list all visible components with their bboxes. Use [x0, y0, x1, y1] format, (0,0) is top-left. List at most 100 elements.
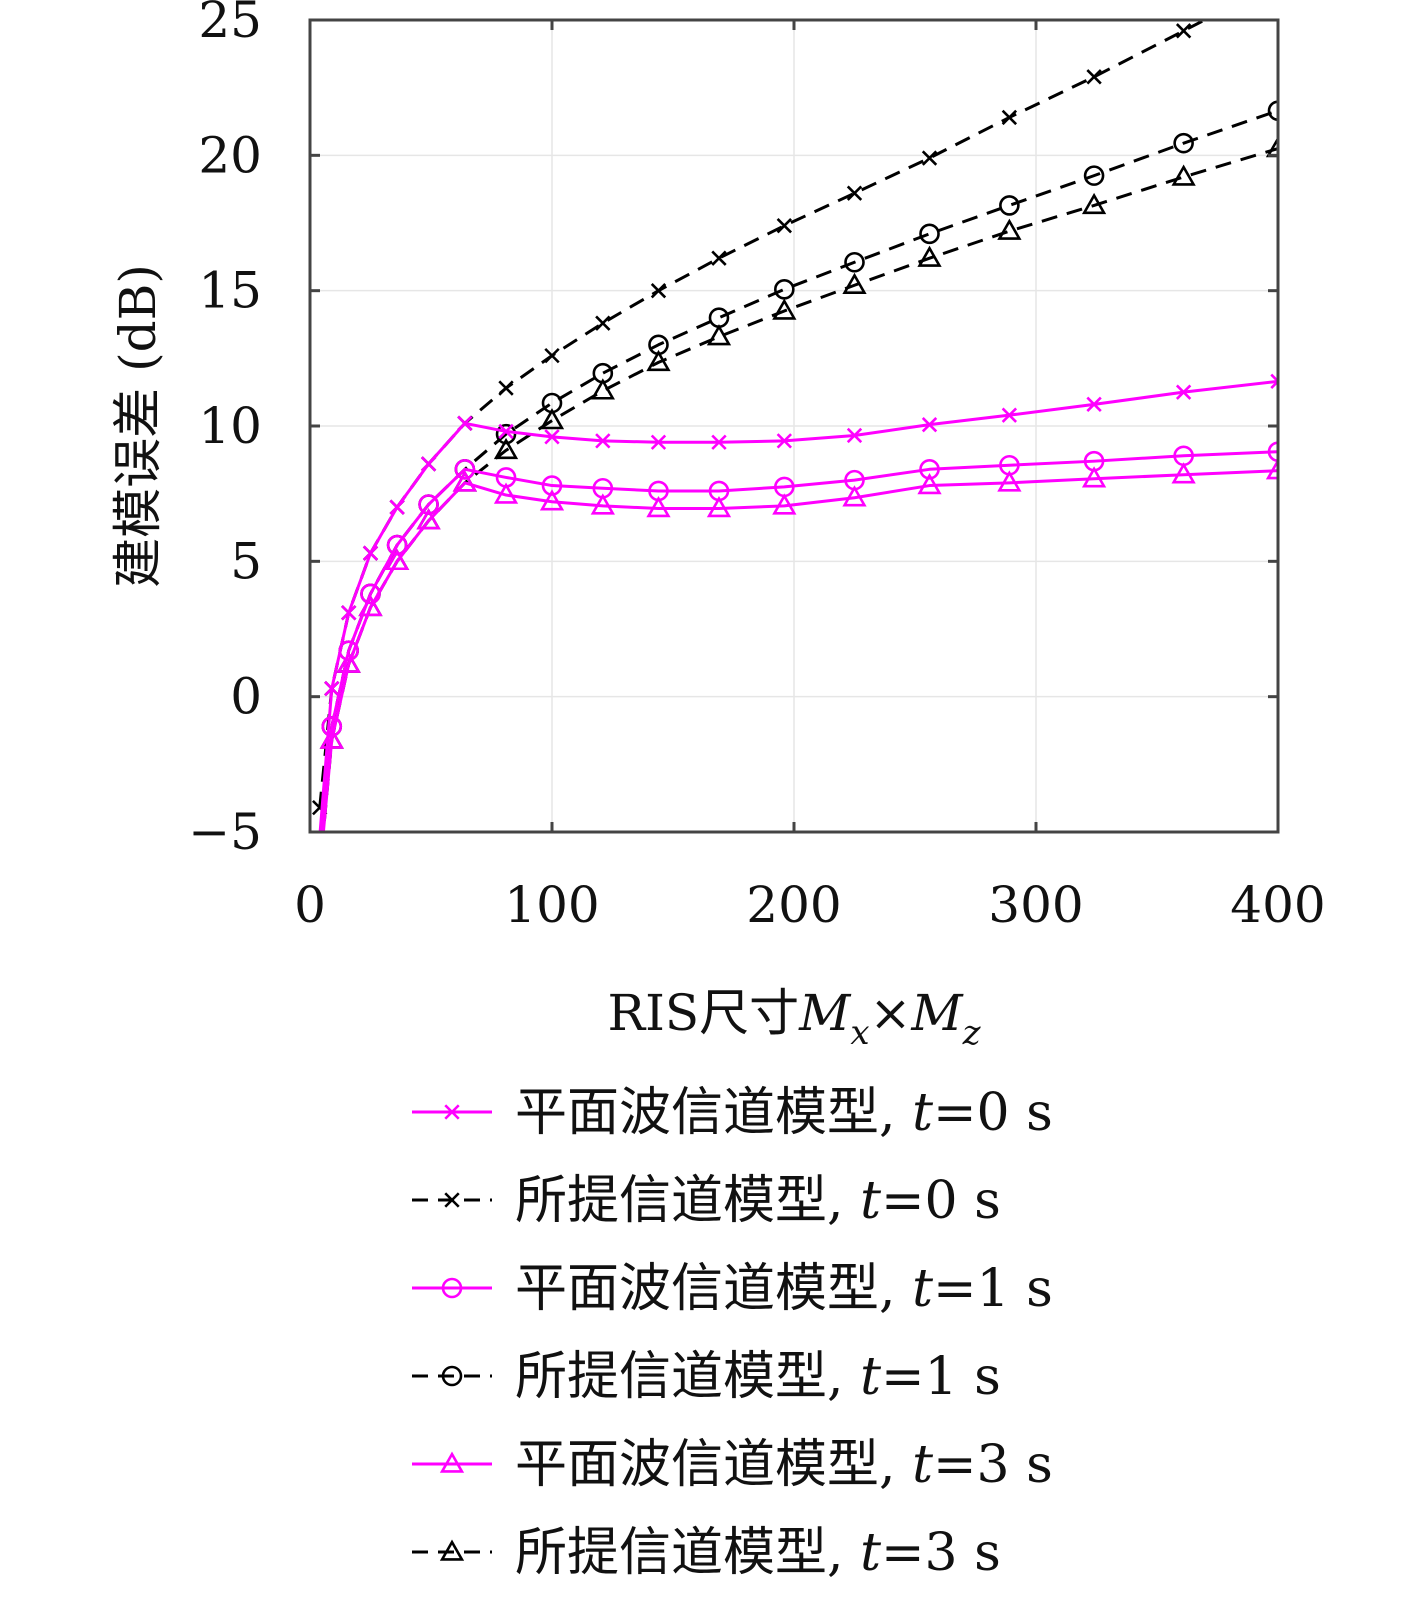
marker-stroke [921, 150, 938, 166]
marker-cross [324, 680, 340, 697]
marker-triangle [319, 727, 344, 749]
marker-stroke [341, 605, 357, 621]
marker-circle [454, 459, 476, 480]
marker-stroke [389, 499, 405, 515]
marker-stroke [1175, 23, 1192, 39]
marker-triangle [336, 651, 361, 673]
marker-cross [650, 282, 667, 299]
marker-cross [1270, 373, 1278, 390]
x-axis-title-part: M [798, 984, 852, 1042]
marker-cross [341, 605, 357, 621]
marker-triangle [452, 470, 478, 492]
marker-cross [921, 150, 938, 166]
legend-label-var: t [912, 1435, 933, 1495]
legend-label-suffix: =0 s [933, 1083, 1053, 1143]
marker-triangle [1081, 192, 1107, 215]
marker-stroke [1001, 407, 1018, 423]
marker-triangle [539, 408, 565, 430]
marker-cross [650, 434, 667, 450]
marker-cross [457, 415, 473, 431]
marker-cross [921, 416, 938, 433]
legend-entry-6: 所提信道模型, t=3 s [412, 1523, 1001, 1583]
marker-stroke [595, 433, 611, 449]
legend-label-prefix: 所提信道模型, [515, 1171, 860, 1231]
marker-triangle [706, 496, 732, 518]
series-6 [319, 136, 1278, 832]
series-3 [320, 441, 1278, 832]
marker-cross [1001, 109, 1018, 126]
legend-label: 平面波信道模型, t=1 s [515, 1259, 1053, 1319]
marker-stroke [1270, 373, 1278, 384]
legend-label-prefix: 所提信道模型, [515, 1347, 860, 1407]
marker-cross [444, 1192, 460, 1208]
legend-entry-2: 所提信道模型, t=0 s [412, 1171, 1001, 1231]
legend-label-var: t [860, 1523, 881, 1583]
marker-cross [595, 315, 611, 331]
marker-triangle [539, 489, 565, 511]
legend-label-suffix: =1 s [933, 1259, 1053, 1319]
y-tick-label: 20 [198, 126, 262, 184]
series-line [321, 469, 1278, 832]
x-tick-label: 200 [746, 876, 841, 934]
marker-circle [418, 494, 439, 515]
x-axis-title-part: RIS尺寸 [607, 984, 799, 1042]
marker-stroke [544, 347, 560, 364]
marker-triangle [842, 272, 867, 294]
marker-circle [919, 223, 940, 245]
marker-triangle [842, 485, 867, 507]
marker-cross [846, 185, 863, 201]
series-layer [312, 20, 1278, 832]
marker-circle [999, 195, 1020, 216]
marker-cross [1086, 69, 1102, 85]
marker-circle [1267, 100, 1278, 121]
marker-cross [776, 218, 792, 234]
marker-triangle [646, 349, 671, 372]
marker-circle [919, 459, 940, 480]
marker-cross [846, 427, 863, 444]
marker-triangle [1171, 462, 1196, 484]
marker-triangle [590, 493, 615, 515]
marker-cross [1175, 23, 1192, 39]
x-axis-title: RIS尺寸Mx×Mz [607, 984, 981, 1053]
marker-circle [774, 279, 795, 300]
marker-triangle [1171, 164, 1196, 186]
legend-label-var: t [912, 1083, 933, 1143]
marker-stroke [1086, 69, 1102, 85]
series-line [320, 450, 1278, 832]
y-tick-label: −5 [188, 803, 262, 861]
legend-label-prefix: 平面波信道模型, [515, 1083, 912, 1143]
marker-stroke [711, 250, 727, 266]
y-tick-label: 0 [230, 668, 262, 726]
marker-stroke [444, 1104, 460, 1120]
y-tick-label: 25 [198, 0, 262, 49]
marker-triangle [590, 378, 615, 400]
marker-circle [1173, 132, 1194, 154]
legend-label-prefix: 所提信道模型, [515, 1523, 860, 1583]
y-axis-title: 建模误差 (dB) [109, 264, 167, 588]
marker-triangle [917, 245, 942, 267]
marker-cross [711, 250, 727, 266]
marker-cross [544, 429, 560, 445]
marker-triangle [493, 482, 519, 504]
legend-entry-5: 平面波信道模型, t=3 s [412, 1435, 1053, 1495]
marker-stroke [1175, 384, 1192, 400]
marker-triangle [416, 508, 441, 530]
marker-cross [362, 545, 379, 561]
marker-triangle [1081, 466, 1107, 488]
x-tick-label: 300 [988, 876, 1083, 934]
marker-circle [386, 534, 408, 556]
series-line [318, 379, 1278, 832]
marker-triangle [772, 298, 797, 320]
marker-stroke [498, 423, 514, 440]
marker-triangle [493, 437, 519, 460]
legend-label-var: t [860, 1171, 881, 1231]
marker-cross [776, 433, 792, 449]
y-tick-label: 5 [230, 532, 262, 590]
marker-circle [338, 640, 360, 661]
marker-stroke [776, 218, 792, 234]
marker-circle [441, 1277, 463, 1299]
legend-entry-4: 所提信道模型, t=1 s [412, 1347, 1001, 1407]
marker-circle [441, 1365, 463, 1387]
